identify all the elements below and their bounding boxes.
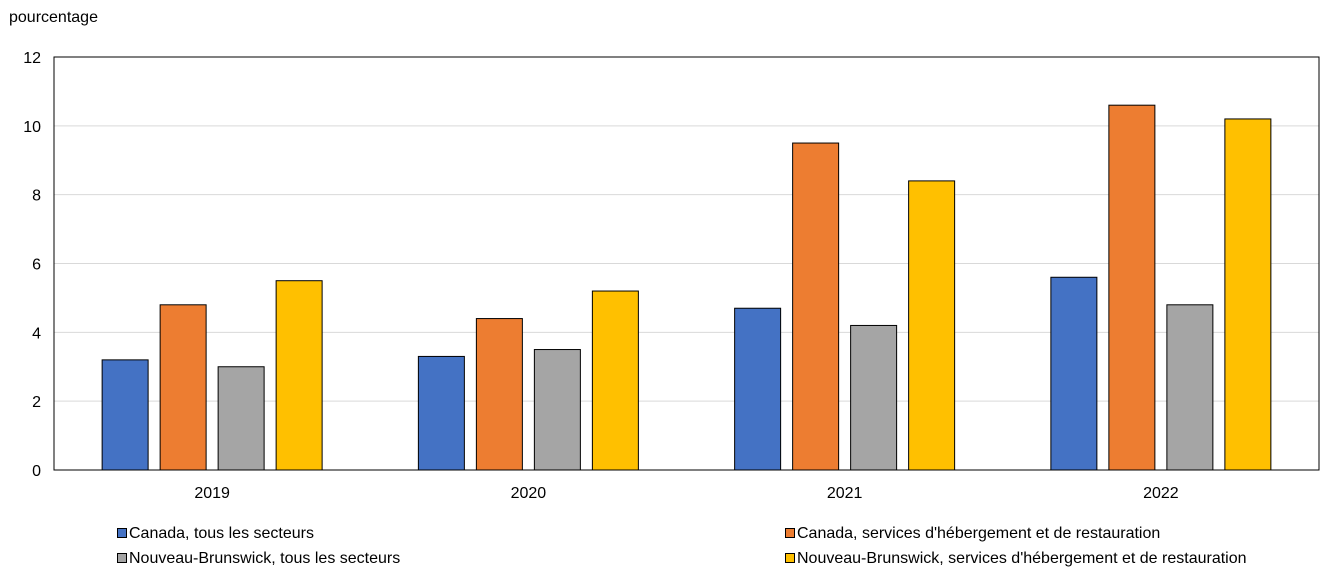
legend-label-3: Nouveau-Brunswick, services d'hébergemen…: [797, 550, 1247, 567]
bar: [591, 290, 639, 471]
y-tick-label: 8: [32, 188, 41, 205]
bar: [1166, 304, 1214, 471]
bar: [417, 355, 465, 471]
bar: [1108, 104, 1156, 471]
bar: [475, 318, 523, 471]
legend-item-2: Nouveau-Brunswick, tous les secteurs: [117, 549, 400, 569]
x-tick-label: 2020: [511, 485, 547, 502]
legend-label-1: Canada, services d'hébergement et de res…: [797, 525, 1161, 542]
x-tick-label: 2022: [1143, 485, 1179, 502]
gridlines: [54, 125, 1319, 402]
y-axis-ticks: 0 2 4 6 8 10 12: [23, 50, 41, 480]
bar: [850, 324, 898, 471]
bars: [101, 104, 1272, 471]
legend-item-3: Nouveau-Brunswick, services d'hébergemen…: [785, 549, 1247, 569]
y-tick-label: 12: [23, 50, 41, 67]
y-tick-label: 2: [32, 394, 41, 411]
bar: [908, 180, 956, 471]
legend-swatch-1: [785, 528, 795, 538]
y-tick-label: 6: [32, 257, 41, 274]
bar: [792, 142, 840, 471]
legend-swatch-3: [785, 553, 795, 563]
bar: [275, 280, 323, 471]
bar: [734, 307, 782, 471]
y-tick-label: 4: [32, 325, 41, 342]
legend-label-2: Nouveau-Brunswick, tous les secteurs: [129, 550, 401, 567]
legend-item-0: Canada, tous les secteurs: [117, 524, 314, 544]
y-axis-label: pourcentage: [9, 9, 98, 26]
bar: [159, 304, 207, 471]
legend-swatch-2: [117, 553, 127, 563]
legend-label-0: Canada, tous les secteurs: [129, 525, 314, 542]
legend-item-1: Canada, services d'hébergement et de res…: [785, 524, 1160, 544]
x-tick-label: 2019: [194, 485, 230, 502]
y-tick-label: 0: [32, 463, 41, 480]
x-tick-label: 2021: [827, 485, 863, 502]
bar: [1050, 276, 1098, 471]
plot-area-border: [53, 56, 1320, 471]
bar: [101, 359, 149, 471]
bar: [533, 349, 581, 471]
bar: [1224, 118, 1272, 471]
y-tick-label: 10: [23, 119, 41, 136]
legend-swatch-0: [117, 528, 127, 538]
x-axis-ticks: 2019 2020 2021 2022: [194, 485, 1178, 502]
bar: [217, 366, 265, 471]
